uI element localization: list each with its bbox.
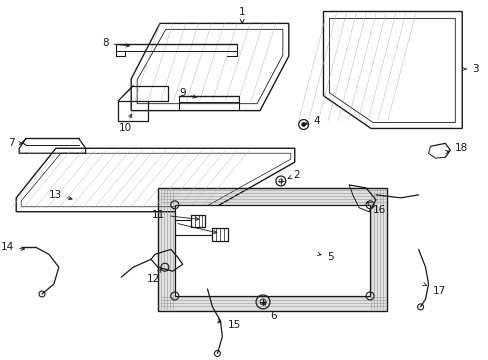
Polygon shape [174, 205, 369, 296]
Text: 2: 2 [287, 170, 300, 180]
Text: 17: 17 [422, 283, 445, 296]
Text: 6: 6 [262, 301, 276, 321]
Text: 13: 13 [48, 190, 72, 200]
Text: 8: 8 [102, 38, 129, 48]
Text: 9: 9 [179, 88, 196, 98]
Text: 4: 4 [304, 116, 320, 126]
Text: 5: 5 [317, 252, 333, 262]
Text: 10: 10 [119, 114, 132, 134]
Text: 12: 12 [146, 269, 161, 284]
Text: 7: 7 [8, 138, 22, 148]
Text: 11: 11 [151, 210, 199, 221]
Text: 1: 1 [239, 6, 245, 23]
Polygon shape [158, 188, 386, 311]
Text: 14: 14 [1, 242, 24, 252]
Text: 18: 18 [445, 143, 468, 154]
Text: 16: 16 [366, 202, 386, 215]
Text: 3: 3 [461, 64, 478, 74]
Text: 15: 15 [217, 320, 240, 330]
Circle shape [301, 122, 305, 126]
